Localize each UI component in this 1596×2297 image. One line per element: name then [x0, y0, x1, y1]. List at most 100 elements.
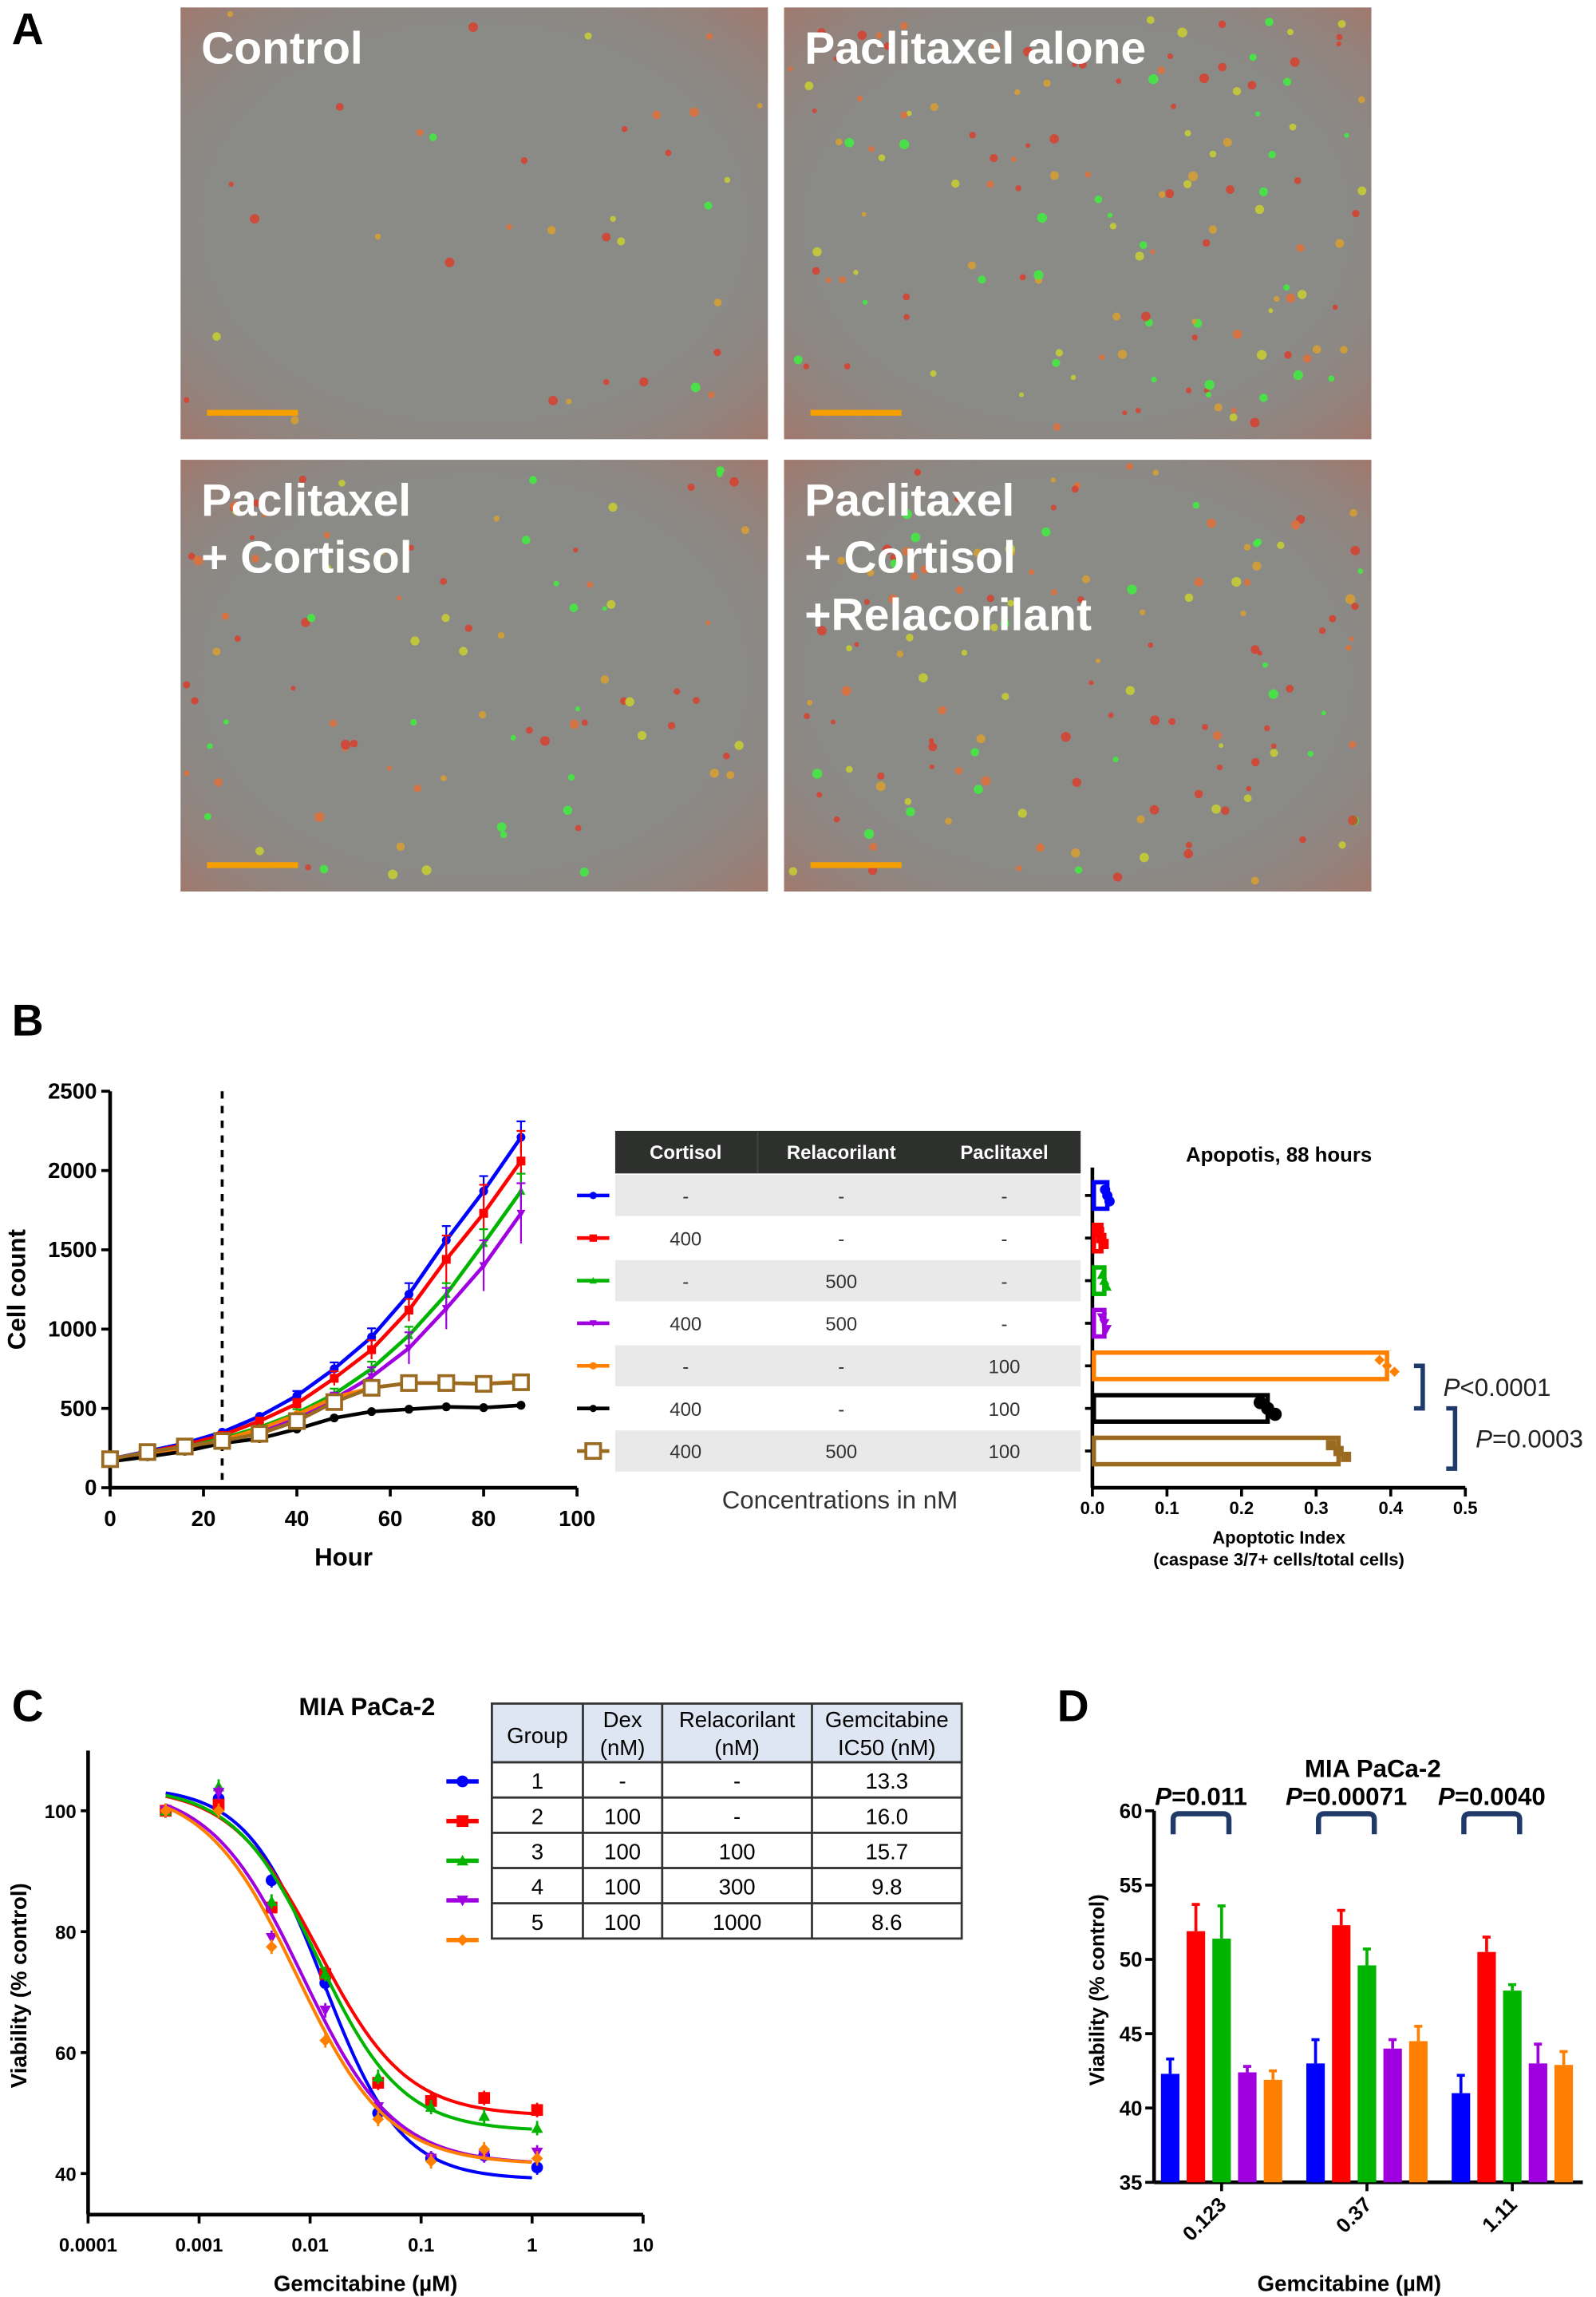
cell-dot: [833, 816, 840, 823]
cell-dot: [903, 293, 911, 301]
data-point: [425, 2155, 437, 2168]
x-axis-label: Gemcitabine (µM): [274, 2271, 457, 2295]
cell-dot: [1184, 593, 1194, 603]
cell-dot: [1205, 391, 1211, 398]
y-tick-label: 40: [55, 2164, 77, 2185]
cell-dot: [1286, 29, 1294, 36]
micrograph-label: Paclitaxel: [201, 475, 411, 526]
cell-dot: [863, 828, 875, 839]
data-point: [404, 1290, 413, 1299]
data-point: [478, 2092, 491, 2104]
bar: [1091, 1393, 1270, 1424]
table-cell: 500: [825, 1314, 857, 1335]
cell-dot: [1336, 34, 1343, 41]
cell-dot: [1231, 407, 1237, 413]
data-point: [512, 1373, 530, 1391]
data-point: [400, 1374, 418, 1392]
y-tick-label: 60: [1120, 1801, 1143, 1823]
cell-dot: [955, 586, 964, 595]
cell-dot: [723, 753, 730, 760]
cell-dot: [900, 111, 908, 119]
cell-dot: [1159, 191, 1166, 198]
cell-dot: [1296, 243, 1305, 252]
cell-dot: [853, 270, 859, 275]
column-header: Relacorilant: [787, 1142, 896, 1164]
table-cell: 3: [531, 1840, 543, 1864]
cell-dot: [1011, 156, 1017, 162]
cell-dot: [539, 736, 550, 746]
chart-title: MIA PaCa-2: [1305, 1754, 1441, 1782]
cell-dot: [1286, 293, 1296, 303]
table-cell: 400: [670, 1399, 701, 1421]
cell-dot: [1037, 212, 1048, 223]
micrograph-vignette: [784, 460, 1372, 892]
cell-dot: [1125, 686, 1135, 695]
cell-dot: [338, 479, 346, 487]
cell-dot: [547, 226, 556, 235]
x-tick-label: 0: [104, 1506, 116, 1531]
bar: [1357, 1965, 1377, 2183]
bar-group: [1306, 1908, 1428, 2183]
table-header: [614, 1130, 1081, 1174]
cell-dot: [867, 569, 875, 577]
x-tick-label: 0.4: [1378, 1498, 1403, 1518]
micrograph-label: +Relacorilant: [804, 590, 1092, 641]
cell-dot: [788, 867, 798, 876]
table-row: 2 100 - 16.0: [490, 1796, 963, 1834]
cell-dot: [729, 476, 739, 487]
cell-dot: [388, 869, 398, 880]
cell-dot: [1270, 749, 1278, 757]
column-header: Relacorilant: [679, 1707, 796, 1732]
cell-dot: [1312, 345, 1321, 354]
data-point: [265, 1940, 278, 1953]
cell-dot: [896, 650, 904, 658]
x-tick-label: 80: [472, 1506, 496, 1531]
data-point: [478, 2109, 491, 2121]
replicate-point: [1374, 1354, 1385, 1366]
cell-dot: [1357, 96, 1365, 104]
data-point: [478, 2143, 491, 2156]
cell-dot: [812, 108, 817, 113]
cell-dot: [839, 276, 847, 283]
p-symbol: P: [1476, 1425, 1492, 1453]
cell-dot: [833, 56, 839, 61]
cell-dot: [1208, 225, 1218, 234]
replicate-point: [1104, 1196, 1115, 1207]
cell-dot: [757, 103, 763, 109]
bar: [1554, 2065, 1574, 2183]
cell-dot: [440, 578, 447, 585]
cell-dot: [938, 706, 947, 715]
cell-dot: [825, 277, 832, 283]
table-row: 3 100 100 15.7: [490, 1832, 963, 1869]
cell-dot: [1329, 615, 1337, 623]
table-cell: 300: [719, 1875, 756, 1900]
legend-marker: [584, 1441, 602, 1461]
cell-dot: [1253, 540, 1261, 548]
cell-dot: [1014, 89, 1021, 96]
y-axis-label: Viability (% control): [1087, 1894, 1109, 2085]
cell-dot: [902, 547, 912, 556]
cell-dot: [441, 614, 450, 623]
panel-label-b: B: [12, 995, 44, 1045]
table-cell: -: [1001, 1186, 1008, 1208]
cell-dot: [1135, 408, 1141, 413]
column-header: Paclitaxel: [960, 1142, 1048, 1164]
x-axis-label: Hour: [314, 1544, 373, 1572]
cell-dot: [741, 526, 749, 535]
data-point: [479, 1208, 488, 1218]
cell-dot: [621, 125, 628, 132]
x-tick-label: 10: [633, 2235, 654, 2256]
legend-marker: [589, 1405, 597, 1413]
cell-dot: [817, 626, 827, 636]
cell-dot: [867, 866, 878, 876]
cell-dot: [251, 554, 260, 563]
cell-dot: [548, 396, 558, 405]
fit-curve: [164, 1805, 532, 2165]
table-row: 400 500 -: [670, 1314, 1007, 1335]
cell-dot: [990, 623, 998, 631]
legend-marker: [456, 1896, 468, 1907]
cell-dot: [803, 363, 810, 370]
cell-dot: [429, 133, 437, 141]
table-cell: 100: [604, 1804, 641, 1829]
data-point: [292, 1399, 302, 1409]
